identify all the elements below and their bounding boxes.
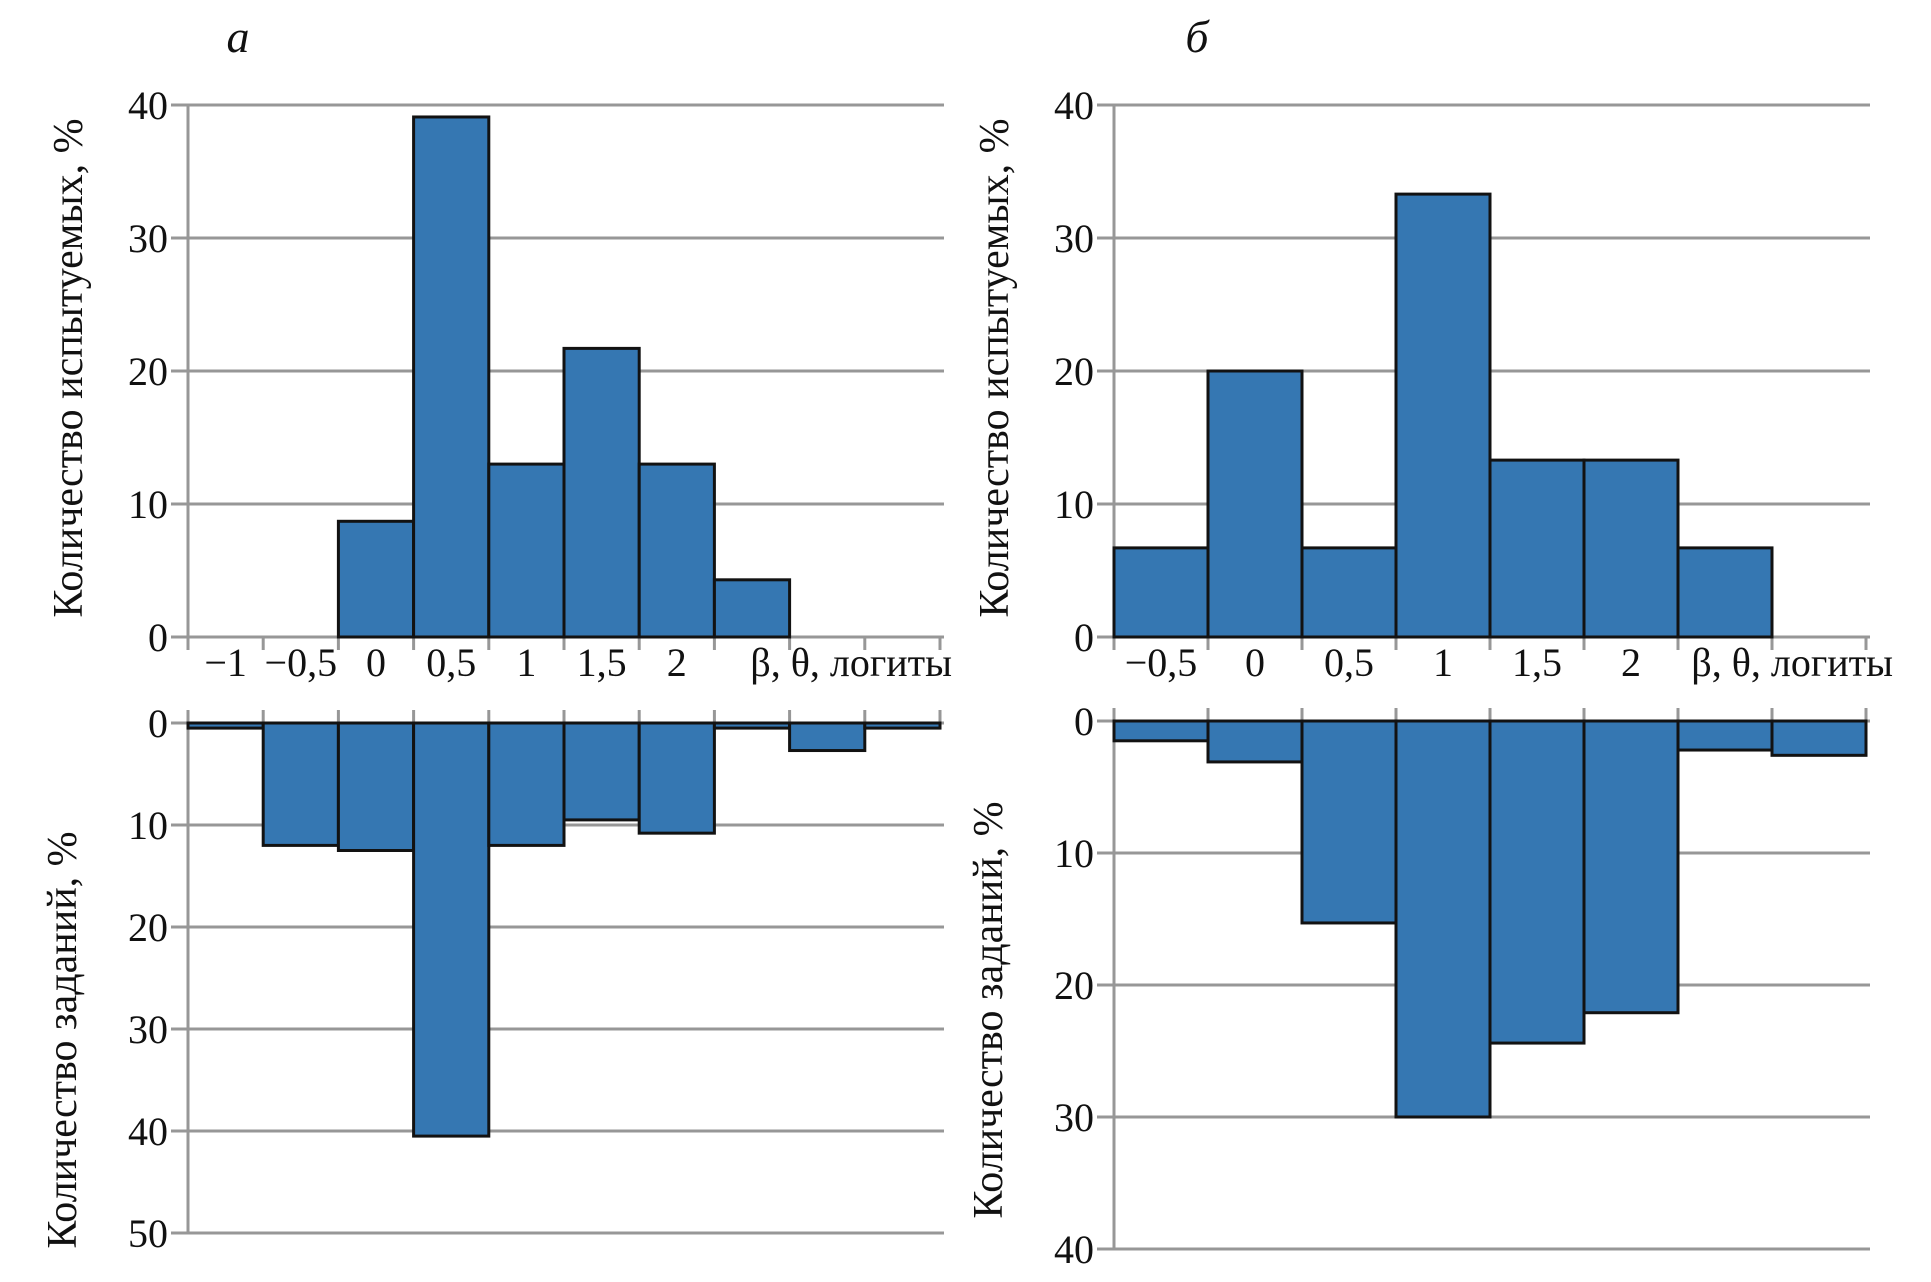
x-tick-label: 0 [366, 640, 386, 685]
bar [562, 721, 641, 822]
y-tick-label: 20 [1054, 349, 1094, 394]
bar [712, 578, 792, 639]
x-tick-label: 0,5 [426, 640, 476, 685]
bar [1582, 458, 1680, 639]
y-tick-label: 20 [128, 905, 168, 950]
bar [1112, 546, 1210, 639]
bar [637, 462, 716, 639]
x-axis-unit-label-right: β, θ, логиты [1691, 640, 1893, 685]
y-tick-label: 10 [1054, 482, 1094, 527]
x-tick-label: 2 [1621, 640, 1641, 685]
y-tick-label: 0 [148, 701, 168, 746]
y-tick-label: 0 [148, 615, 168, 660]
bar [637, 721, 716, 835]
y-tick-label: 10 [128, 803, 168, 848]
bar [1206, 719, 1304, 764]
chart-bottom-right: 0 10 20 30 40 [1054, 699, 1870, 1272]
x-tick-label: 1 [516, 640, 536, 685]
y-tick-label: 20 [128, 349, 168, 394]
bar [1488, 458, 1586, 639]
bar [712, 721, 792, 730]
x-tick-label: 0 [1245, 640, 1265, 685]
bar [1582, 719, 1680, 1015]
bar [1112, 719, 1210, 743]
x-tick-label: 2 [667, 640, 687, 685]
bar [261, 721, 340, 847]
y-tick-label: 40 [128, 83, 168, 128]
bar [1394, 719, 1492, 1119]
y-axis-title-top-right: Количество испытуемых, % [972, 118, 1018, 617]
y-tick-label: 10 [1054, 831, 1094, 876]
bar [487, 462, 566, 639]
y-tick-label: 40 [1054, 1227, 1094, 1272]
bar [412, 115, 491, 639]
y-tick-label: 20 [1054, 963, 1094, 1008]
y-axis-title-bottom-left: Количество заданий, % [40, 831, 86, 1248]
bar [1676, 719, 1774, 752]
bar [863, 721, 942, 730]
bar [1206, 369, 1304, 639]
x-tick-label: −0,5 [265, 640, 338, 685]
chart-top-right: 0 10 20 30 40 −0,5 0 0,5 1 1,5 2 [1054, 83, 1870, 685]
y-tick-label: 30 [1054, 216, 1094, 261]
y-tick-label: 0 [1074, 615, 1094, 660]
bar [1300, 546, 1398, 639]
bar [788, 721, 867, 753]
bar [1770, 719, 1868, 757]
bar [336, 519, 416, 639]
y-tick-label: 30 [128, 216, 168, 261]
panel-label-a: а [227, 11, 250, 62]
y-axis-title-top-left: Количество испытуемых, % [46, 118, 92, 617]
bar [336, 721, 416, 852]
bar [487, 721, 566, 847]
y-tick-label: 30 [1054, 1095, 1094, 1140]
bar [1488, 719, 1586, 1045]
bar [186, 721, 265, 730]
x-tick-label: 1 [1433, 640, 1453, 685]
chart-top-left: 0 10 20 30 40 −1 −0,5 0 0,5 1 1,5 2 [128, 83, 944, 685]
panel-label-b: б [1185, 11, 1210, 62]
y-tick-label: 40 [128, 1109, 168, 1154]
chart-bottom-left: 0 10 20 30 40 50 [128, 701, 944, 1256]
y-tick-label: 10 [128, 482, 168, 527]
x-axis-unit-label-left: β, θ, логиты [750, 640, 952, 685]
y-tick-label: 30 [128, 1007, 168, 1052]
bar [1394, 192, 1492, 639]
y-tick-label: 0 [1074, 699, 1094, 744]
x-tick-label: 1,5 [577, 640, 627, 685]
bar [1676, 546, 1774, 639]
bar [412, 721, 491, 1138]
bar [1300, 719, 1398, 925]
x-tick-label: −0,5 [1125, 640, 1198, 685]
y-axis-title-bottom-right: Количество заданий, % [966, 801, 1012, 1218]
x-tick-label: 1,5 [1512, 640, 1562, 685]
x-tick-label: −1 [204, 640, 247, 685]
x-tick-label: 0,5 [1324, 640, 1374, 685]
bar [562, 346, 641, 639]
y-tick-label: 40 [1054, 83, 1094, 128]
y-tick-label: 50 [128, 1211, 168, 1256]
